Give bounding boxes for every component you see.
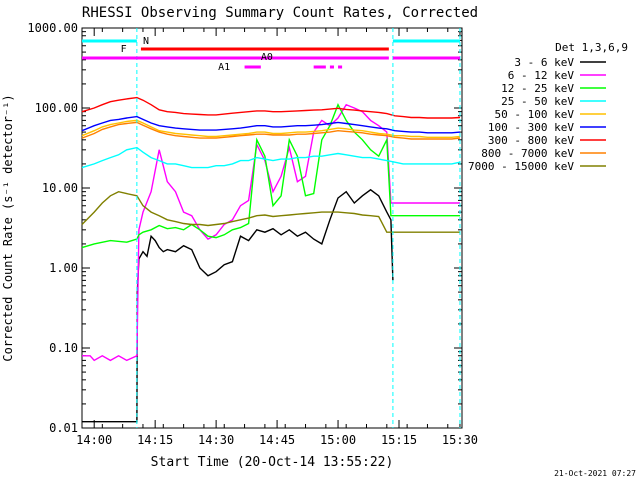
y-tick-label: 10.00 — [42, 181, 78, 195]
night-flag-label: N — [143, 36, 149, 47]
y-tick-label: 100.00 — [35, 101, 78, 115]
x-tick-label: 14:45 — [259, 433, 295, 447]
series-line — [81, 190, 460, 233]
plot-frame — [81, 27, 463, 429]
series-line — [82, 188, 394, 423]
legend-item-label: 800 - 7000 keV — [481, 147, 574, 160]
series-line — [81, 119, 461, 139]
annotation-layer: N F A0 A1 — [82, 28, 461, 428]
flare-flag-label: F — [121, 44, 127, 55]
series-line — [82, 103, 460, 362]
legend-item-label: 25 - 50 keV — [501, 95, 574, 108]
y-tick-label: 1.00 — [49, 261, 78, 275]
legend-item-label: 6 - 12 keV — [508, 69, 575, 82]
legend-item-label: 100 - 300 keV — [488, 121, 574, 134]
series-layer — [81, 96, 461, 423]
series-line — [81, 115, 461, 134]
legend-item-label: 12 - 25 keV — [501, 82, 574, 95]
series-line — [81, 146, 461, 169]
y-tick-label: 1000.00 — [27, 21, 78, 35]
legend-item-label: 300 - 800 keV — [488, 134, 574, 147]
x-axis-label: Start Time (20-Oct-14 13:55:22) — [151, 455, 394, 470]
series-line — [81, 103, 460, 249]
legend-title: Det 1,3,6,9 — [555, 41, 628, 54]
legend-item-label: 7000 - 15000 keV — [468, 160, 574, 173]
series-line — [81, 121, 461, 140]
series-line — [81, 96, 461, 119]
legend-item-label: 50 - 100 keV — [495, 108, 575, 121]
legend-item-label: 3 - 6 keV — [514, 56, 574, 69]
x-tick-label: 15:30 — [442, 433, 478, 447]
y-tick-label: 0.10 — [49, 341, 78, 355]
a1-label: A1 — [218, 62, 230, 73]
x-tick-label: 15:15 — [381, 433, 417, 447]
x-tick-label: 14:15 — [137, 433, 173, 447]
x-tick-label: 14:30 — [198, 433, 234, 447]
chart-title: RHESSI Observing Summary Count Rates, Co… — [82, 5, 478, 21]
a0-label: A0 — [261, 52, 273, 63]
x-tick-label: 14:00 — [76, 433, 112, 447]
y-axis-label: Corrected Count Rate (s⁻¹ detector⁻¹) — [1, 94, 15, 361]
footer-date: 21-Oct-2021 07:27 — [554, 469, 636, 478]
x-tick-label: 15:00 — [320, 433, 356, 447]
y-tick-label: 0.01 — [49, 421, 78, 435]
